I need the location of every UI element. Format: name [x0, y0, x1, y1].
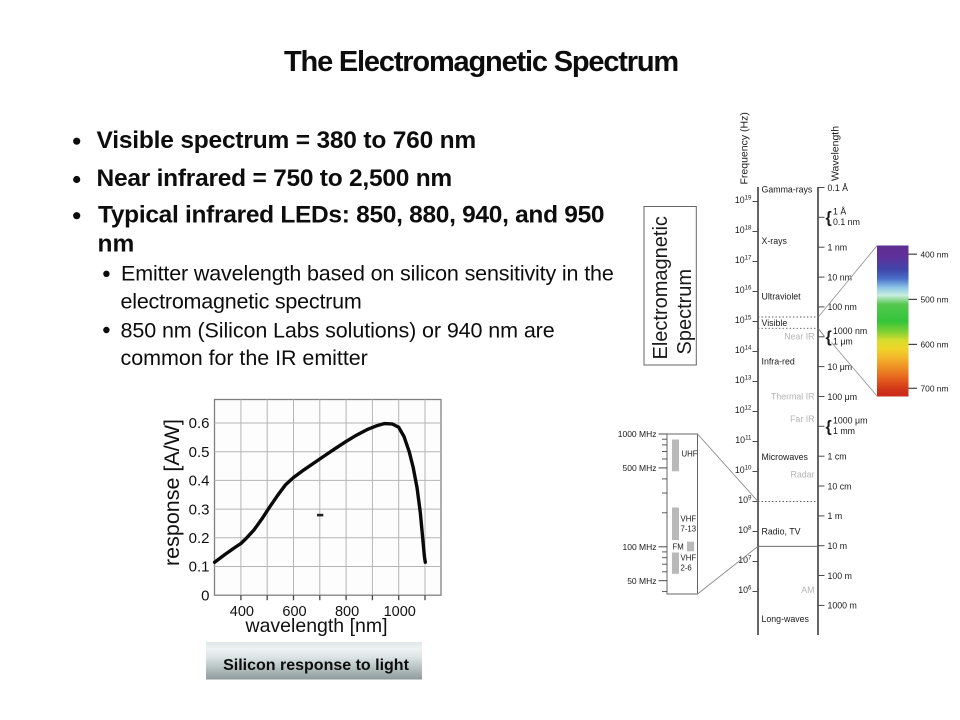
- svg-text:{: {: [826, 209, 832, 226]
- svg-text:1000: 1000: [384, 604, 416, 620]
- svg-text:50 MHz: 50 MHz: [627, 576, 656, 586]
- svg-text:X-rays: X-rays: [762, 236, 788, 246]
- svg-text:0.5: 0.5: [189, 444, 210, 461]
- svg-text:Long-waves: Long-waves: [762, 614, 810, 624]
- svg-text:10 m: 10 m: [828, 541, 848, 551]
- svg-text:wavelength [nm]: wavelength [nm]: [245, 615, 388, 637]
- svg-text:1 cm: 1 cm: [828, 452, 847, 462]
- svg-text:10 nm: 10 nm: [828, 272, 852, 282]
- svg-text:1014: 1014: [735, 344, 752, 355]
- svg-text:1000 μm: 1000 μm: [833, 416, 867, 426]
- svg-text:Typical infrared LEDs: 850, 88: Typical infrared LEDs: 850, 880, 940, an…: [98, 201, 604, 228]
- svg-text:VHF: VHF: [681, 515, 697, 524]
- svg-text:The Electromagnetic Spectrum: The Electromagnetic Spectrum: [284, 46, 678, 78]
- svg-text:Electromagnetic: Electromagnetic: [650, 216, 672, 359]
- svg-text:400 nm: 400 nm: [921, 249, 949, 259]
- svg-text:1012: 1012: [735, 404, 752, 415]
- svg-text:UHF: UHF: [682, 450, 698, 459]
- svg-text:common for the IR emitter: common for the IR emitter: [121, 346, 368, 370]
- svg-text:Infra-red: Infra-red: [762, 357, 795, 367]
- svg-text:108: 108: [738, 524, 752, 535]
- svg-text:500 nm: 500 nm: [921, 295, 949, 305]
- svg-text:1019: 1019: [735, 194, 752, 205]
- svg-text:0.6: 0.6: [189, 415, 210, 432]
- svg-text:FM: FM: [673, 543, 684, 552]
- svg-text:0: 0: [201, 587, 209, 604]
- svg-text:Gamma-rays: Gamma-rays: [762, 185, 813, 195]
- svg-text:{: {: [826, 418, 832, 435]
- svg-text:electromagnetic spectrum: electromagnetic spectrum: [121, 290, 362, 314]
- svg-text:1013: 1013: [735, 374, 752, 385]
- svg-text:Visible spectrum = 380 to 760: Visible spectrum = 380 to 760 nm: [97, 127, 477, 154]
- svg-text:1 m: 1 m: [828, 511, 843, 521]
- svg-text:7-13: 7-13: [681, 525, 697, 534]
- svg-text:1 nm: 1 nm: [828, 243, 848, 253]
- svg-text:400: 400: [230, 604, 254, 620]
- svg-text:1000 nm: 1000 nm: [833, 326, 867, 336]
- svg-text:600: 600: [282, 604, 306, 620]
- svg-text:850 nm (Silicon Labs solutions: 850 nm (Silicon Labs solutions) or 940 n…: [121, 319, 555, 343]
- svg-text:Microwaves: Microwaves: [762, 452, 809, 462]
- svg-text:1016: 1016: [735, 284, 752, 295]
- svg-text:Radio, TV: Radio, TV: [762, 527, 801, 537]
- svg-text:Visible: Visible: [762, 318, 788, 328]
- svg-text:1018: 1018: [735, 224, 752, 235]
- svg-text:0.4: 0.4: [189, 473, 210, 490]
- svg-text:0.1 Å: 0.1 Å: [828, 183, 849, 193]
- svg-text:Frequency (Hz): Frequency (Hz): [739, 112, 751, 184]
- svg-text:0.2: 0.2: [189, 530, 210, 547]
- svg-text:nm: nm: [98, 231, 135, 258]
- svg-text:0.1: 0.1: [189, 559, 210, 576]
- svg-text:1017: 1017: [735, 254, 752, 265]
- svg-text:2-6: 2-6: [681, 564, 692, 573]
- svg-text:1011: 1011: [735, 434, 752, 445]
- svg-text:100 m: 100 m: [828, 571, 852, 581]
- svg-text:Radar: Radar: [791, 470, 815, 480]
- svg-text:1 Å: 1 Å: [833, 207, 846, 217]
- svg-text:107: 107: [738, 554, 752, 565]
- svg-text:10 μm: 10 μm: [828, 362, 853, 372]
- svg-text:1000 MHz: 1000 MHz: [618, 429, 657, 439]
- svg-text:106: 106: [738, 584, 752, 595]
- svg-text:response [A/W]: response [A/W]: [160, 419, 184, 566]
- svg-text:800: 800: [335, 604, 359, 620]
- svg-text:100 nm: 100 nm: [828, 302, 857, 312]
- svg-text:Ultraviolet: Ultraviolet: [762, 292, 802, 302]
- svg-text:1010: 1010: [735, 464, 752, 475]
- svg-text:600 nm: 600 nm: [921, 340, 949, 350]
- svg-text:Far IR: Far IR: [790, 414, 814, 424]
- svg-text:AM: AM: [801, 585, 814, 595]
- svg-text:0.1 nm: 0.1 nm: [833, 217, 860, 227]
- svg-text:Near IR: Near IR: [784, 332, 814, 342]
- svg-text:{: {: [826, 329, 832, 346]
- svg-text:1000 m: 1000 m: [828, 601, 857, 611]
- svg-text:100 MHz: 100 MHz: [622, 542, 656, 552]
- svg-text:700 nm: 700 nm: [921, 384, 949, 394]
- svg-text:100 μm: 100 μm: [828, 392, 858, 402]
- svg-text:500 MHz: 500 MHz: [622, 463, 656, 473]
- svg-text:Wavelength: Wavelength: [830, 126, 842, 181]
- svg-text:Emitter wavelength based on si: Emitter wavelength based on silicon sens…: [121, 262, 614, 286]
- svg-text:1 mm: 1 mm: [833, 426, 855, 436]
- svg-text:Near infrared = 750 to 2,500 n: Near infrared = 750 to 2,500 nm: [97, 165, 452, 192]
- svg-text:1 μm: 1 μm: [833, 336, 853, 346]
- svg-text:VHF: VHF: [681, 554, 697, 563]
- svg-text:Silicon response to light: Silicon response to light: [223, 657, 409, 674]
- svg-text:109: 109: [738, 494, 752, 505]
- svg-text:Spectrum: Spectrum: [674, 269, 696, 355]
- svg-text:1015: 1015: [735, 314, 752, 325]
- svg-text:10 cm: 10 cm: [828, 481, 852, 491]
- svg-text:Thermal IR: Thermal IR: [771, 392, 815, 402]
- svg-text:0.3: 0.3: [189, 501, 210, 518]
